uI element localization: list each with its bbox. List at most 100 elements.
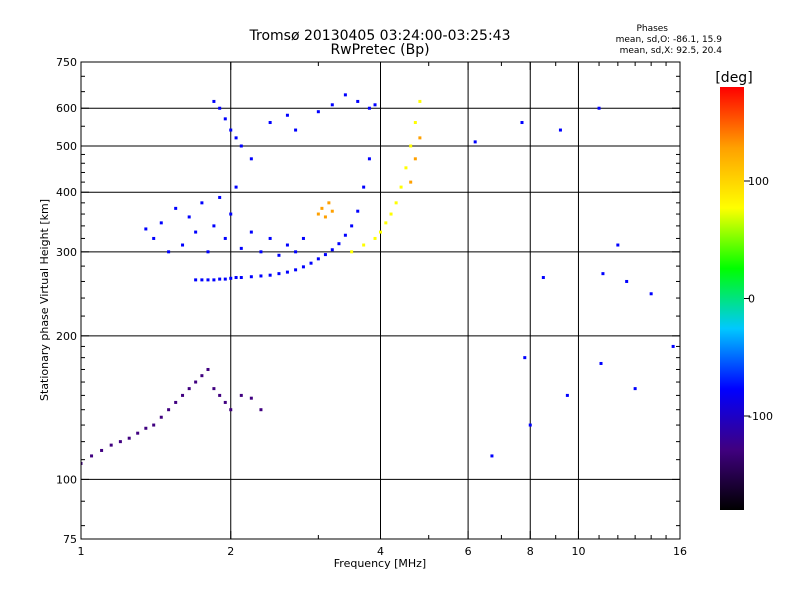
data-point (373, 236, 377, 240)
data-point (294, 268, 298, 272)
data-points (81, 93, 675, 465)
data-point (294, 250, 298, 254)
colorbar-label: [deg] (715, 70, 752, 86)
data-point (413, 157, 417, 161)
y-tick-label: 500 (56, 140, 77, 153)
x-tick-label: 6 (465, 545, 472, 558)
data-point (379, 230, 382, 234)
data-point (159, 415, 163, 419)
data-point (473, 140, 477, 144)
y-tick-label: 300 (56, 246, 77, 259)
data-point (356, 209, 360, 213)
data-point (259, 274, 263, 278)
chart-title-line-1: Tromsø 20130405 03:24:00-03:25:43 (249, 28, 511, 44)
colorbar-tick-label: 0 (748, 293, 755, 306)
data-point (616, 243, 620, 247)
data-point (249, 230, 253, 234)
data-point (206, 278, 210, 282)
data-point (327, 201, 331, 205)
data-point (194, 230, 198, 234)
data-point (218, 106, 222, 110)
data-point (100, 448, 104, 452)
data-point (316, 212, 320, 216)
data-point (249, 275, 253, 279)
data-point (223, 236, 227, 240)
data-point (350, 224, 354, 228)
data-point (268, 236, 272, 240)
data-point (218, 195, 222, 199)
data-point (187, 215, 191, 219)
data-point (418, 136, 422, 140)
data-point (229, 408, 233, 412)
data-point (601, 272, 605, 276)
data-point (323, 253, 327, 257)
x-tick-label: 4 (377, 545, 384, 558)
data-point (285, 243, 289, 247)
data-point (625, 279, 629, 283)
data-point (239, 246, 243, 250)
data-point (223, 117, 227, 121)
data-point (167, 250, 171, 254)
chart-title-line-2: RwPretec (Bp) (330, 42, 429, 58)
data-point (81, 461, 83, 465)
data-point (384, 221, 388, 225)
phases-annotation-o: mean, sd,O: -86.1, 15.9 (616, 35, 723, 45)
y-tick-label: 400 (56, 186, 77, 199)
data-point (418, 99, 422, 103)
y-tick-label: 750 (56, 56, 77, 69)
data-point (200, 201, 204, 205)
data-point (528, 423, 532, 427)
data-point (159, 221, 163, 225)
y-axis-label: Stationary phase Virtual Height [km] (38, 199, 51, 401)
y-tick-label: 100 (56, 473, 77, 486)
data-point (277, 253, 281, 257)
x-tick-label: 1 (78, 545, 85, 558)
data-point (520, 121, 524, 125)
data-point (206, 367, 210, 371)
data-point (218, 277, 222, 281)
data-point (181, 393, 185, 397)
data-point (316, 257, 320, 261)
data-point (523, 356, 527, 360)
phases-annotation-title: Phases (636, 24, 668, 34)
data-point (362, 243, 366, 247)
data-point (541, 276, 545, 280)
data-point (599, 361, 603, 365)
data-point (356, 99, 360, 103)
data-point (399, 185, 403, 189)
data-point (671, 344, 675, 348)
data-point (212, 278, 216, 282)
data-point (174, 400, 178, 404)
data-point (212, 224, 216, 228)
data-point (249, 396, 253, 400)
data-point (90, 454, 94, 458)
x-axis-label: Frequency [MHz] (334, 557, 426, 570)
data-point (144, 227, 148, 231)
data-point (152, 236, 156, 240)
data-point (285, 113, 289, 117)
data-point (206, 250, 210, 254)
x-tick-label: 16 (673, 545, 687, 558)
data-point (223, 400, 227, 404)
x-tick-label: 8 (527, 545, 534, 558)
colorbar-tick-label: -100 (748, 410, 773, 423)
data-point (268, 273, 272, 277)
data-point (362, 185, 366, 189)
data-point (323, 215, 327, 219)
x-tick-label: 2 (227, 545, 234, 558)
data-point (234, 185, 238, 189)
data-point (597, 106, 601, 110)
data-point (633, 387, 637, 391)
data-point (200, 278, 204, 282)
data-point (565, 393, 569, 397)
data-point (109, 443, 113, 447)
data-point (490, 454, 494, 458)
data-point (223, 277, 227, 281)
data-point (239, 144, 243, 148)
data-point (309, 261, 313, 265)
data-point (301, 265, 305, 269)
x-tick-label: 10 (571, 545, 585, 558)
data-point (268, 121, 272, 125)
data-point (389, 212, 393, 216)
data-point (181, 243, 185, 247)
